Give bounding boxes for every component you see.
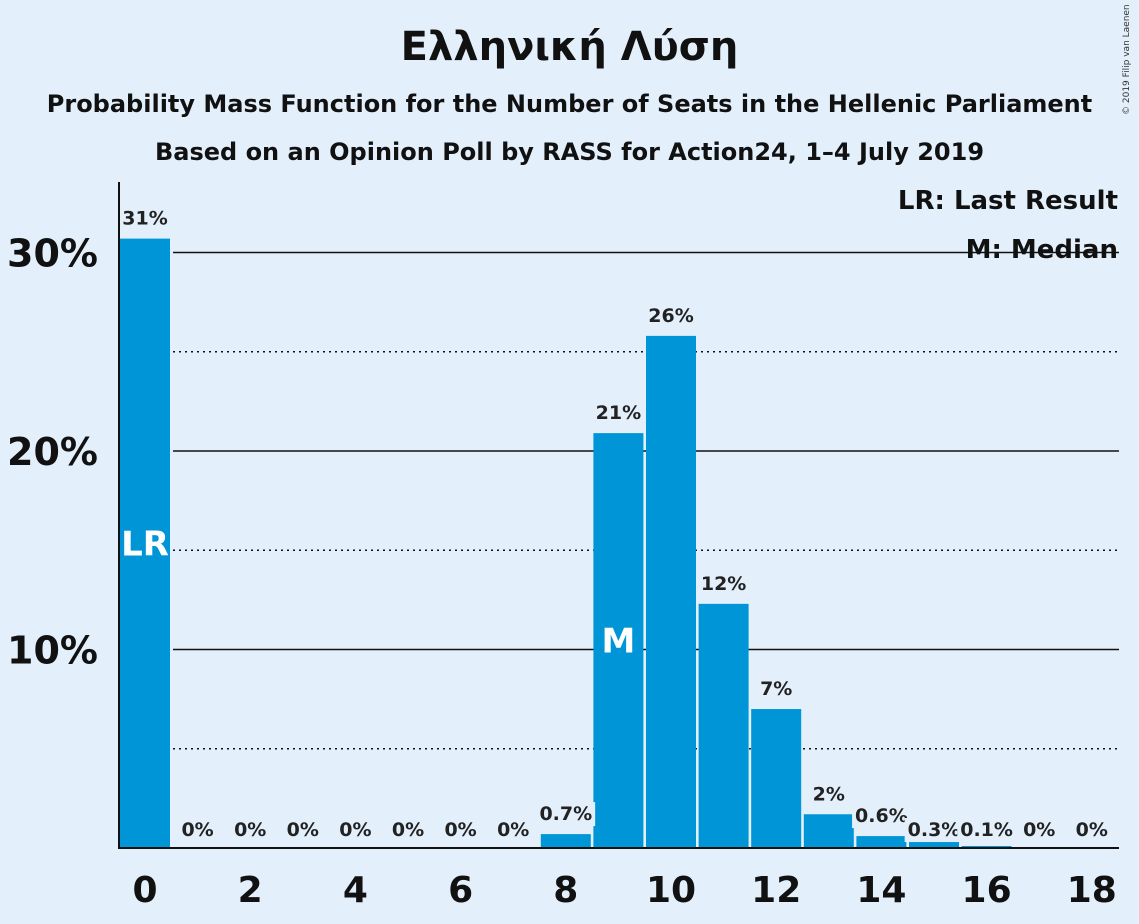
x-tick-label: 4 [343, 870, 368, 911]
x-tick-label: 14 [856, 870, 906, 911]
data-label-background [904, 818, 964, 842]
bar-data-label: 26% [648, 305, 693, 327]
x-tick-label: 2 [238, 870, 263, 911]
bar-data-label: 21% [596, 402, 641, 424]
x-tick-label: 16 [962, 870, 1012, 911]
bar [751, 709, 802, 848]
bar [698, 603, 749, 848]
bar-data-label: 31% [122, 208, 167, 230]
data-label-background [1020, 818, 1059, 842]
bar-data-label: 0% [392, 819, 424, 841]
bar-data-label: 0% [287, 819, 319, 841]
bar [803, 814, 854, 848]
chart-subtitle-2: Based on an Opinion Poll by RASS for Act… [154, 138, 985, 166]
x-tick-label: 0 [132, 870, 157, 911]
data-label-background [852, 804, 911, 829]
data-label-background [283, 818, 322, 842]
x-tick-label: 6 [448, 870, 473, 911]
bar-data-label: 7% [760, 678, 792, 700]
data-label-background [809, 782, 848, 807]
data-label-background [957, 818, 1016, 842]
bar [856, 836, 907, 848]
chart-title: Ελληνική Λύση [400, 24, 739, 70]
bar-data-label: 0% [181, 819, 213, 841]
data-label-background [494, 818, 533, 842]
bar-data-label: 0% [234, 819, 266, 841]
legend-last-result: LR: Last Result [898, 186, 1118, 216]
data-label-background [178, 818, 217, 842]
y-tick-label: 10% [7, 629, 98, 673]
x-tick-label: 12 [751, 870, 801, 911]
y-tick-label: 20% [7, 430, 98, 474]
bar-data-label: 0.7% [539, 803, 592, 825]
x-tick-label: 8 [553, 870, 578, 911]
data-label-background [388, 818, 428, 842]
data-label-background [1072, 818, 1111, 842]
bar-data-label: 12% [701, 573, 746, 595]
bar [909, 842, 959, 848]
marker-m: M [601, 622, 635, 662]
data-label-background [697, 571, 750, 596]
bar [540, 834, 591, 848]
bar-data-label: 0% [339, 819, 371, 841]
bar [593, 433, 644, 848]
data-label-background [231, 818, 270, 842]
data-label-background [336, 818, 375, 842]
data-label-background [536, 802, 596, 827]
bar-data-label: 0.6% [855, 805, 908, 827]
bar-data-label: 0.1% [960, 819, 1013, 841]
x-tick-label: 10 [646, 870, 696, 911]
data-label-background [119, 206, 171, 231]
bar [646, 335, 696, 848]
chart-subtitle-1: Probability Mass Function for the Number… [46, 90, 1093, 118]
bar-data-label: 0% [444, 819, 476, 841]
bar [120, 238, 170, 849]
bar-data-label: 0% [497, 819, 529, 841]
legend-median: M: Median [966, 235, 1118, 265]
bar-data-label: 0% [1023, 819, 1055, 841]
data-label-background [592, 401, 645, 426]
data-label-background [645, 303, 697, 328]
bar-data-label: 2% [813, 783, 845, 805]
marker-lr: LR [121, 524, 169, 564]
data-label-background [757, 677, 796, 702]
bar-data-label: 0% [1076, 819, 1108, 841]
bar-data-label: 0.3% [908, 819, 961, 841]
y-tick-label: 30% [7, 232, 98, 276]
data-label-background [441, 818, 480, 842]
x-tick-label: 18 [1067, 870, 1117, 911]
